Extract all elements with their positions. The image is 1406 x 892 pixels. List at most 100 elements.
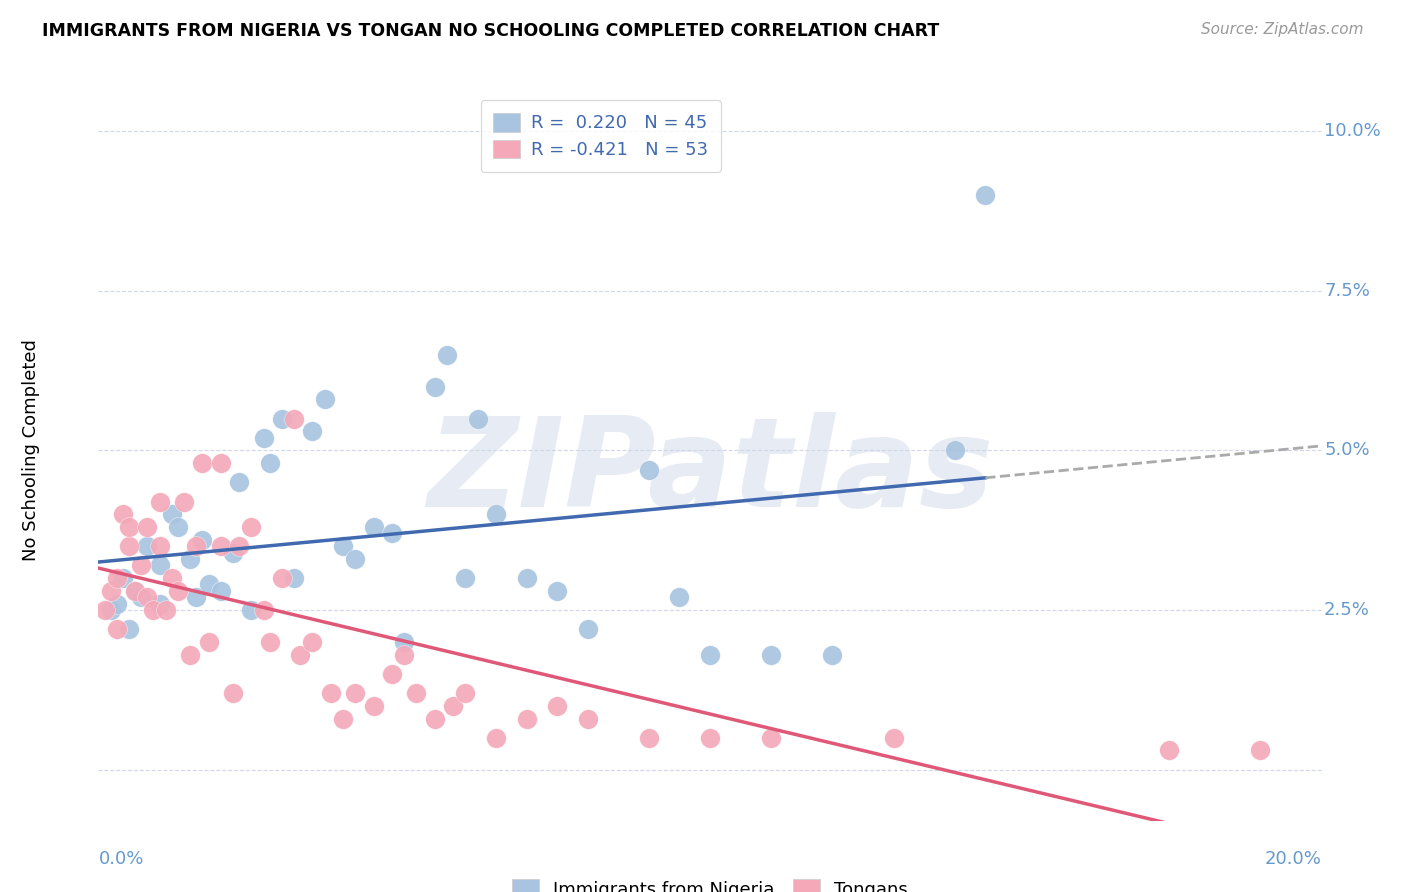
Point <box>228 539 250 553</box>
Text: 0.0%: 0.0% <box>98 850 143 868</box>
Point <box>283 571 305 585</box>
Point <box>319 686 342 700</box>
Point <box>118 539 141 553</box>
Point <box>467 411 489 425</box>
Point <box>111 571 134 585</box>
Text: 2.5%: 2.5% <box>1324 601 1369 619</box>
Point <box>392 635 416 649</box>
Point <box>759 648 782 662</box>
Point <box>252 431 274 445</box>
Point <box>136 520 159 534</box>
Point <box>516 712 538 726</box>
Point <box>332 712 354 726</box>
Point <box>129 591 152 605</box>
Point <box>149 494 172 508</box>
Point <box>699 731 721 745</box>
Text: Source: ZipAtlas.com: Source: ZipAtlas.com <box>1201 22 1364 37</box>
Point <box>149 558 172 573</box>
Point <box>344 552 367 566</box>
Point <box>423 712 446 726</box>
Point <box>197 635 219 649</box>
Text: 7.5%: 7.5% <box>1324 282 1369 300</box>
Text: 20.0%: 20.0% <box>1265 850 1322 868</box>
Point <box>546 583 568 598</box>
Point <box>283 411 305 425</box>
Point <box>142 603 165 617</box>
Point <box>454 686 477 700</box>
Point <box>93 603 115 617</box>
Point <box>149 597 172 611</box>
Point <box>209 456 232 470</box>
Point <box>149 539 172 553</box>
Point <box>252 603 274 617</box>
Point <box>191 533 214 547</box>
Point <box>1157 743 1180 757</box>
Point <box>381 526 404 541</box>
Point <box>197 577 219 591</box>
Point <box>100 603 122 617</box>
Point <box>576 622 599 636</box>
Point <box>943 443 966 458</box>
Point <box>363 698 385 713</box>
Point <box>259 456 281 470</box>
Point <box>186 591 208 605</box>
Point <box>516 571 538 585</box>
Point <box>290 648 312 662</box>
Point <box>100 583 122 598</box>
Point <box>441 698 464 713</box>
Point <box>111 508 134 522</box>
Point <box>179 552 201 566</box>
Text: ZIPatlas: ZIPatlas <box>427 412 993 533</box>
Point <box>105 571 128 585</box>
Point <box>576 712 599 726</box>
Point <box>124 583 146 598</box>
Legend: Immigrants from Nigeria, Tongans: Immigrants from Nigeria, Tongans <box>503 871 917 892</box>
Point <box>637 731 661 745</box>
Point <box>270 411 292 425</box>
Point <box>405 686 427 700</box>
Point <box>821 648 844 662</box>
Point <box>392 648 416 662</box>
Point <box>124 583 146 598</box>
Point <box>301 635 323 649</box>
Point <box>173 494 195 508</box>
Point <box>209 583 232 598</box>
Point <box>363 520 385 534</box>
Point <box>454 571 477 585</box>
Point <box>485 508 508 522</box>
Point <box>118 520 141 534</box>
Point <box>118 622 141 636</box>
Point <box>105 597 128 611</box>
Point <box>191 456 214 470</box>
Point <box>381 666 404 681</box>
Point <box>160 508 183 522</box>
Point <box>186 539 208 553</box>
Point <box>179 648 201 662</box>
Point <box>222 545 245 559</box>
Point <box>423 379 446 393</box>
Point <box>1249 743 1271 757</box>
Point <box>270 571 292 585</box>
Point <box>332 539 354 553</box>
Point <box>228 475 250 490</box>
Text: No Schooling Completed: No Schooling Completed <box>22 340 41 561</box>
Point <box>222 686 245 700</box>
Text: 10.0%: 10.0% <box>1324 122 1381 140</box>
Point <box>546 698 568 713</box>
Point <box>155 603 177 617</box>
Point <box>436 348 458 362</box>
Point <box>240 603 263 617</box>
Text: IMMIGRANTS FROM NIGERIA VS TONGAN NO SCHOOLING COMPLETED CORRELATION CHART: IMMIGRANTS FROM NIGERIA VS TONGAN NO SCH… <box>42 22 939 40</box>
Point <box>105 622 128 636</box>
Text: 5.0%: 5.0% <box>1324 442 1369 459</box>
Point <box>259 635 281 649</box>
Point <box>314 392 336 407</box>
Point <box>240 520 263 534</box>
Point <box>883 731 905 745</box>
Point <box>209 539 232 553</box>
Point <box>301 425 323 439</box>
Point <box>129 558 152 573</box>
Point <box>759 731 782 745</box>
Point <box>699 648 721 662</box>
Point <box>485 731 508 745</box>
